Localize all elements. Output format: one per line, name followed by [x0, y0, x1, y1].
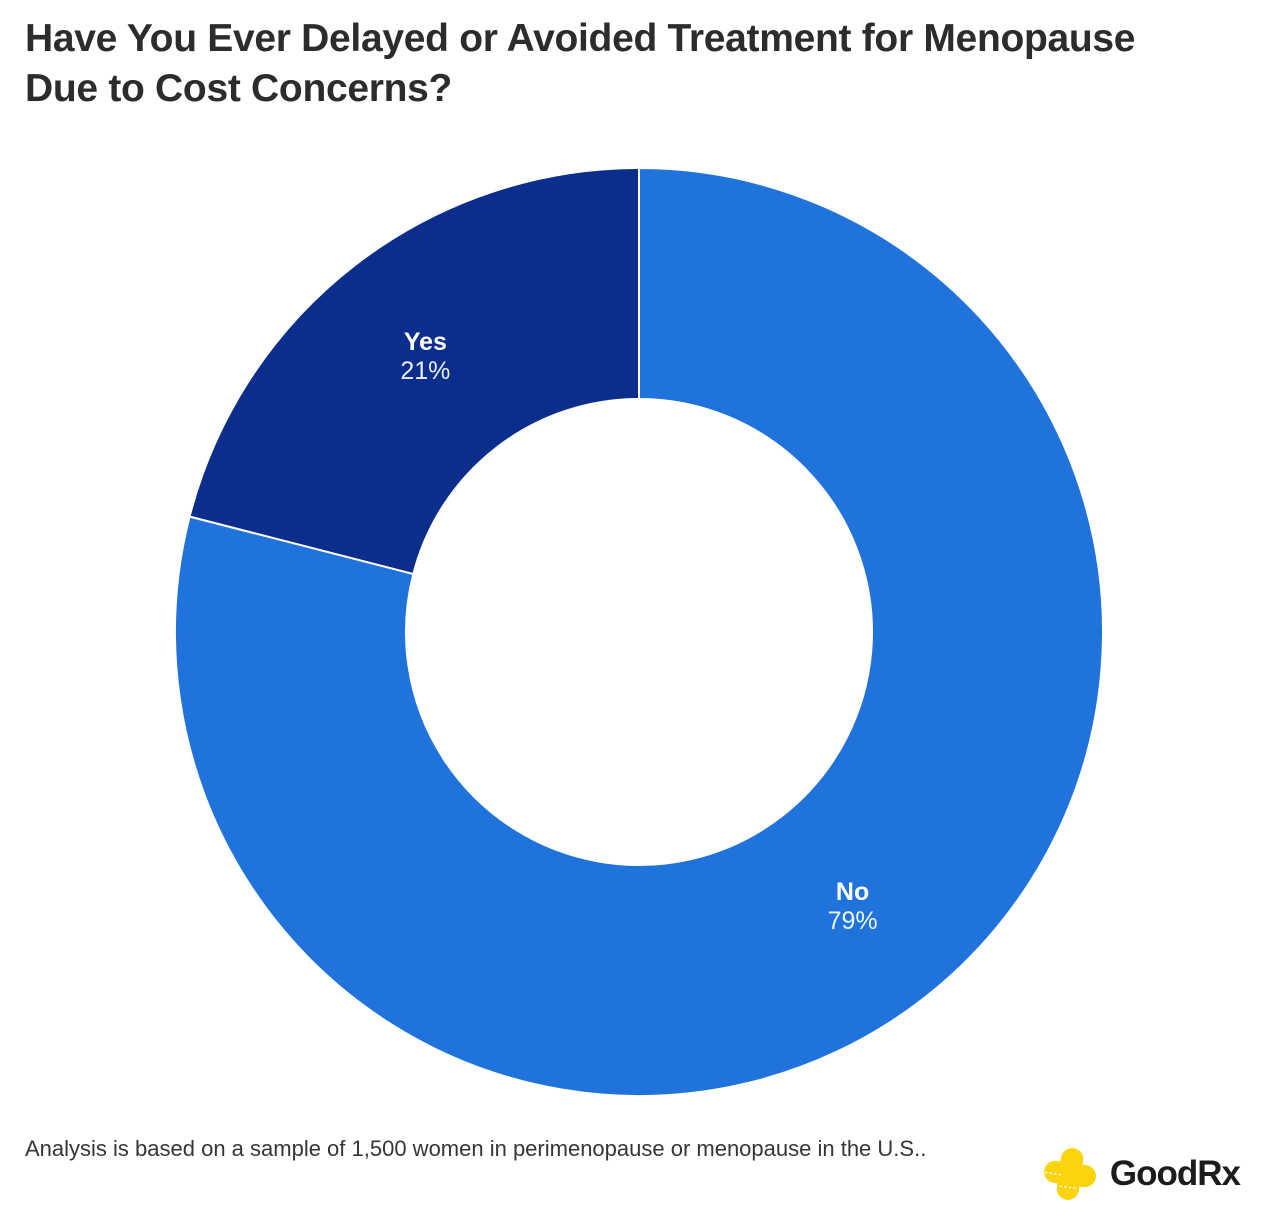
- capsule-score-line: [1044, 1171, 1064, 1176]
- slice-percent: 21%: [400, 356, 451, 385]
- goodrx-logo: GoodRx: [1042, 1146, 1241, 1202]
- slice-name: No: [835, 878, 870, 907]
- donut-slice-no: [174, 167, 1104, 1097]
- slice-label-no: No 79%: [828, 878, 878, 936]
- cross-horizontal-capsule: [1043, 1160, 1096, 1188]
- goodrx-cross-icon: [1043, 1148, 1096, 1200]
- chart-title: Have You Ever Delayed or Avoided Treatme…: [25, 17, 1136, 110]
- capsule-score-line: [1059, 1185, 1077, 1190]
- slice-percent: 79%: [827, 907, 878, 936]
- donut-slice-yes: [188, 167, 640, 576]
- source-note: Analysis is based on a sample of 1,500 w…: [25, 1136, 927, 1161]
- goodrx-logo-text: GoodRx: [1109, 1154, 1241, 1193]
- slice-label-yes: Yes 21%: [400, 328, 450, 386]
- slice-name: Yes: [403, 327, 447, 356]
